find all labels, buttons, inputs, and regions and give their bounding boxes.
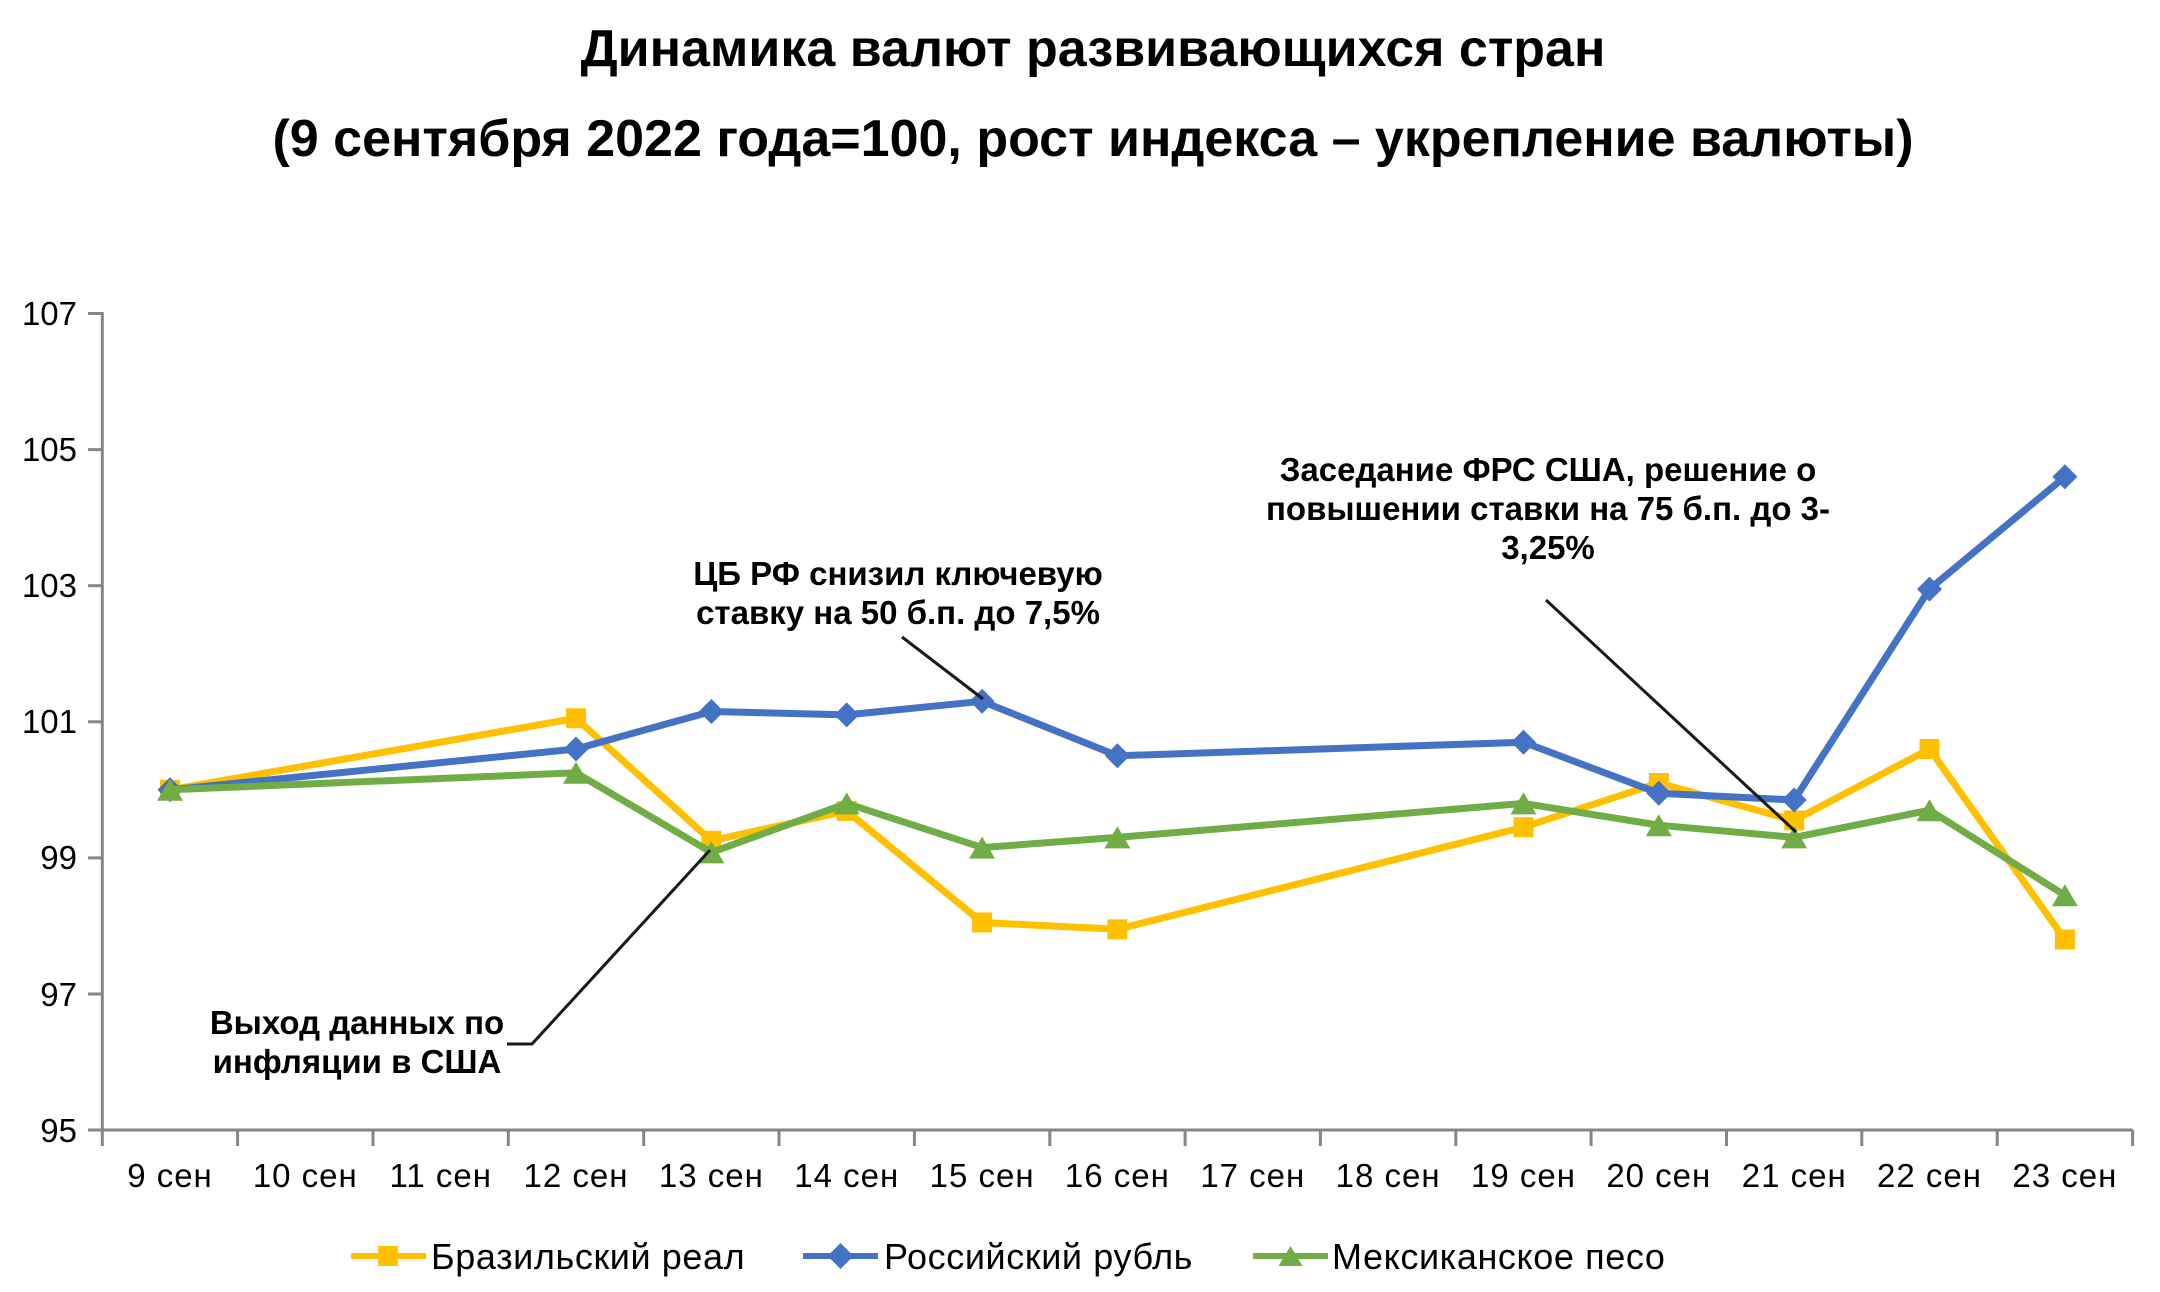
svg-text:13 сен: 13 сен: [659, 1157, 764, 1194]
svg-text:15 сен: 15 сен: [930, 1157, 1035, 1194]
svg-text:Заседание ФРС США, решение о: Заседание ФРС США, решение о: [1280, 451, 1817, 488]
svg-text:ЦБ РФ снизил ключевую: ЦБ РФ снизил ключевую: [693, 555, 1103, 592]
svg-text:19 сен: 19 сен: [1471, 1157, 1576, 1194]
svg-text:21 сен: 21 сен: [1742, 1157, 1847, 1194]
svg-text:Бразильский реал: Бразильский реал: [431, 1236, 745, 1277]
svg-text:23 сен: 23 сен: [2012, 1157, 2117, 1194]
svg-text:107: 107: [22, 295, 77, 332]
svg-text:20 сен: 20 сен: [1606, 1157, 1711, 1194]
svg-text:ставку на 50 б.п. до 7,5%: ставку на 50 б.п. до 7,5%: [696, 594, 1100, 631]
svg-text:3,25%: 3,25%: [1501, 529, 1595, 566]
svg-text:95: 95: [40, 1112, 77, 1149]
svg-text:18 сен: 18 сен: [1336, 1157, 1441, 1194]
svg-text:103: 103: [22, 567, 77, 604]
svg-text:Российский рубль: Российский рубль: [884, 1236, 1193, 1277]
svg-text:9 сен: 9 сен: [127, 1157, 213, 1194]
svg-text:(9 сентября 2022 года=100, рос: (9 сентября 2022 года=100, рост индекса …: [272, 110, 1913, 168]
svg-text:повышении ставки на 75 б.п. до: повышении ставки на 75 б.п. до 3-: [1266, 490, 1830, 527]
svg-text:97: 97: [40, 976, 77, 1013]
svg-text:16 сен: 16 сен: [1065, 1157, 1170, 1194]
svg-text:17 сен: 17 сен: [1200, 1157, 1305, 1194]
svg-text:Мексиканское песо: Мексиканское песо: [1332, 1236, 1665, 1277]
svg-text:99: 99: [40, 839, 77, 876]
svg-text:105: 105: [22, 431, 77, 468]
svg-text:11 сен: 11 сен: [389, 1157, 492, 1194]
svg-text:Динамика валют развивающихся с: Динамика валют развивающихся стран: [581, 20, 1606, 78]
svg-text:12 сен: 12 сен: [524, 1157, 629, 1194]
svg-text:22 сен: 22 сен: [1877, 1157, 1982, 1194]
svg-text:10 сен: 10 сен: [253, 1157, 358, 1194]
svg-text:14 сен: 14 сен: [794, 1157, 899, 1194]
svg-text:Выход данных по: Выход данных по: [210, 1004, 504, 1041]
svg-text:инфляции в США: инфляции в США: [213, 1043, 502, 1080]
svg-text:101: 101: [22, 703, 77, 740]
